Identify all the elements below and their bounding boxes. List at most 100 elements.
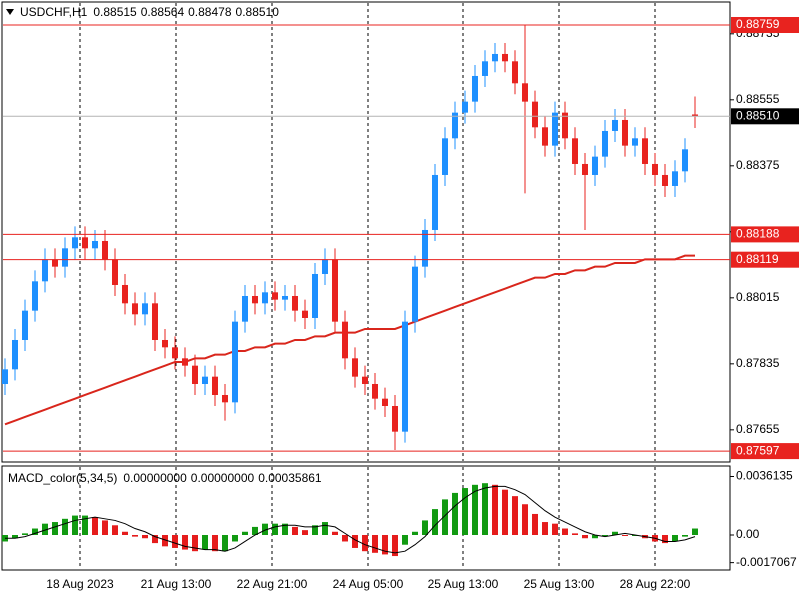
y-tick-label: 0.0036135 (736, 469, 793, 483)
candle-body (422, 229, 428, 267)
candle-body (552, 112, 558, 146)
macd-bar (152, 535, 158, 544)
macd-bar (592, 535, 598, 539)
candle-body (192, 365, 198, 384)
x-tick-label: 18 Aug 2023 (46, 577, 114, 591)
candle-body (342, 321, 348, 359)
candle-body (282, 295, 288, 300)
level-label: 0.87597 (736, 443, 780, 457)
level-box (731, 443, 799, 460)
macd-bar (442, 499, 448, 535)
header-value: 0.00035861 (258, 471, 322, 485)
macd-bar (432, 509, 438, 535)
candle-body (22, 310, 28, 340)
menu-arrow[interactable] (6, 9, 14, 15)
macd-bar (622, 535, 628, 536)
candle-body (582, 163, 588, 175)
level-box (731, 17, 799, 34)
y-tick-label: -0.0017067 (736, 555, 797, 569)
candle-body (42, 259, 48, 282)
macd-bar (312, 525, 318, 535)
candle-body (512, 61, 518, 84)
macd-bar (42, 523, 48, 535)
macd-bar (132, 535, 138, 537)
candle-body (492, 53, 498, 62)
level-box (731, 226, 799, 243)
macd-bar (692, 528, 698, 535)
candle-body (312, 273, 318, 318)
macd-bar (322, 522, 328, 535)
macd-bar (82, 515, 88, 535)
candle-body (442, 138, 448, 175)
y-tick-label: 0.88015 (736, 290, 780, 304)
x-tick-label: 21 Aug 13:00 (141, 577, 212, 591)
header-value: 0.88478 (188, 5, 232, 19)
macd-bar (412, 531, 418, 535)
macd-bar (252, 526, 258, 535)
x-tick-label: 25 Aug 13:00 (428, 577, 499, 591)
x-tick-label: 28 Aug 22:00 (620, 577, 691, 591)
macd-bar (522, 504, 528, 535)
candle-body (572, 138, 578, 164)
level-label: 0.88119 (736, 252, 779, 266)
moving-average (4, 254, 695, 426)
candle-body (372, 383, 378, 399)
macd-bar (542, 522, 548, 535)
y-tick-label: 0.00 (736, 527, 760, 541)
candle-body (622, 119, 628, 146)
macd-bar (72, 515, 78, 535)
candle-body (612, 119, 618, 131)
x-tick-label: 22 Aug 21:00 (237, 577, 308, 591)
macd-bar (142, 535, 148, 539)
candle-body (162, 339, 168, 348)
candle-body (62, 248, 68, 267)
price-frame (1, 1, 731, 463)
signal-line (5, 485, 696, 554)
x-tick-label: 24 Aug 05:00 (333, 577, 404, 591)
macd-bar (292, 526, 298, 535)
candle-body (252, 295, 258, 304)
macd-bar (272, 523, 278, 535)
macd-bar (182, 535, 188, 550)
macd-bar (392, 535, 398, 557)
candle-body (222, 394, 228, 403)
candle-body (412, 266, 418, 322)
candle-body (172, 347, 178, 359)
header-value: 0.88510 (236, 5, 280, 19)
macd-bar (402, 535, 408, 545)
macd-bar (472, 484, 478, 535)
x-tick-label: 25 Aug 13:00 (524, 577, 595, 591)
macd-bar (662, 535, 668, 544)
macd-bar (502, 489, 508, 535)
macd-bar (482, 483, 488, 535)
macd-bar (282, 523, 288, 535)
candle-body (692, 114, 698, 117)
macd-bar (222, 535, 228, 552)
candle-body (112, 259, 118, 285)
macd-frame (1, 465, 731, 571)
header-value: 0.00000000 (123, 471, 187, 485)
candle-body (482, 61, 488, 76)
macd-bar (12, 535, 18, 539)
macd-bar (162, 535, 168, 547)
candle-body (32, 281, 38, 311)
candle-body (182, 358, 188, 366)
macd-bar (232, 535, 238, 542)
candle-body (562, 112, 568, 139)
macd-bar (452, 492, 458, 535)
candle-body (82, 237, 88, 249)
candle-body (452, 112, 458, 139)
candle-body (72, 237, 78, 249)
level-label: 0.88759 (736, 17, 780, 31)
macd-bar (422, 520, 428, 535)
macd-bar (32, 528, 38, 535)
macd-bar (242, 531, 248, 535)
chart-title: MACD_color(5,34,5) (8, 471, 117, 485)
candle-body (632, 138, 638, 146)
macd-bar (302, 530, 308, 535)
macd-bar (172, 535, 178, 548)
macd-bar (532, 513, 538, 535)
candle-body (122, 284, 128, 304)
candle-body (382, 398, 388, 406)
